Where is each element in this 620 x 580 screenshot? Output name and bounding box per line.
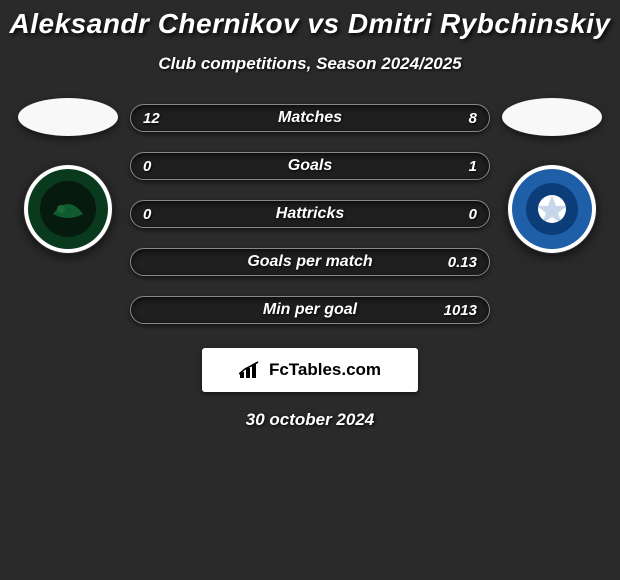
bar-chart-icon [239, 361, 263, 379]
footer-brand-text: FcTables.com [269, 360, 381, 380]
right-club-badge [507, 164, 597, 254]
stat-right-value: 8 [447, 110, 477, 127]
main-row: 12 Matches 8 0 Goals 1 0 Hattricks 0 Goa… [0, 98, 620, 324]
right-player-column [502, 98, 602, 254]
krasnodar-badge-icon [23, 164, 113, 254]
stat-label: Matches [278, 109, 342, 127]
stat-row-matches: 12 Matches 8 [130, 104, 490, 132]
left-player-avatar-placeholder [18, 98, 118, 136]
stat-left-value: 12 [143, 110, 173, 127]
stat-label: Min per goal [263, 301, 357, 319]
stats-column: 12 Matches 8 0 Goals 1 0 Hattricks 0 Goa… [130, 98, 490, 324]
stat-right-value: 1 [447, 158, 477, 175]
page-title: Aleksandr Chernikov vs Dmitri Rybchinski… [0, 8, 620, 40]
stat-label: Goals per match [247, 253, 372, 271]
stat-row-min-per-goal: Min per goal 1013 [130, 296, 490, 324]
subtitle: Club competitions, Season 2024/2025 [0, 54, 620, 74]
orenburg-badge-icon [507, 164, 597, 254]
date-text: 30 october 2024 [0, 410, 620, 430]
stat-row-hattricks: 0 Hattricks 0 [130, 200, 490, 228]
footer-brand-logo: FcTables.com [202, 348, 418, 392]
stat-row-goals-per-match: Goals per match 0.13 [130, 248, 490, 276]
left-club-badge [23, 164, 113, 254]
right-player-avatar-placeholder [502, 98, 602, 136]
stat-left-value: 0 [143, 206, 173, 223]
stat-label: Hattricks [276, 205, 344, 223]
stat-right-value: 0.13 [447, 254, 477, 271]
stat-row-goals: 0 Goals 1 [130, 152, 490, 180]
infographic-container: Aleksandr Chernikov vs Dmitri Rybchinski… [0, 0, 620, 430]
stat-left-value: 0 [143, 158, 173, 175]
stat-right-value: 0 [447, 206, 477, 223]
left-player-column [18, 98, 118, 254]
stat-label: Goals [288, 157, 332, 175]
stat-right-value: 1013 [444, 302, 477, 319]
